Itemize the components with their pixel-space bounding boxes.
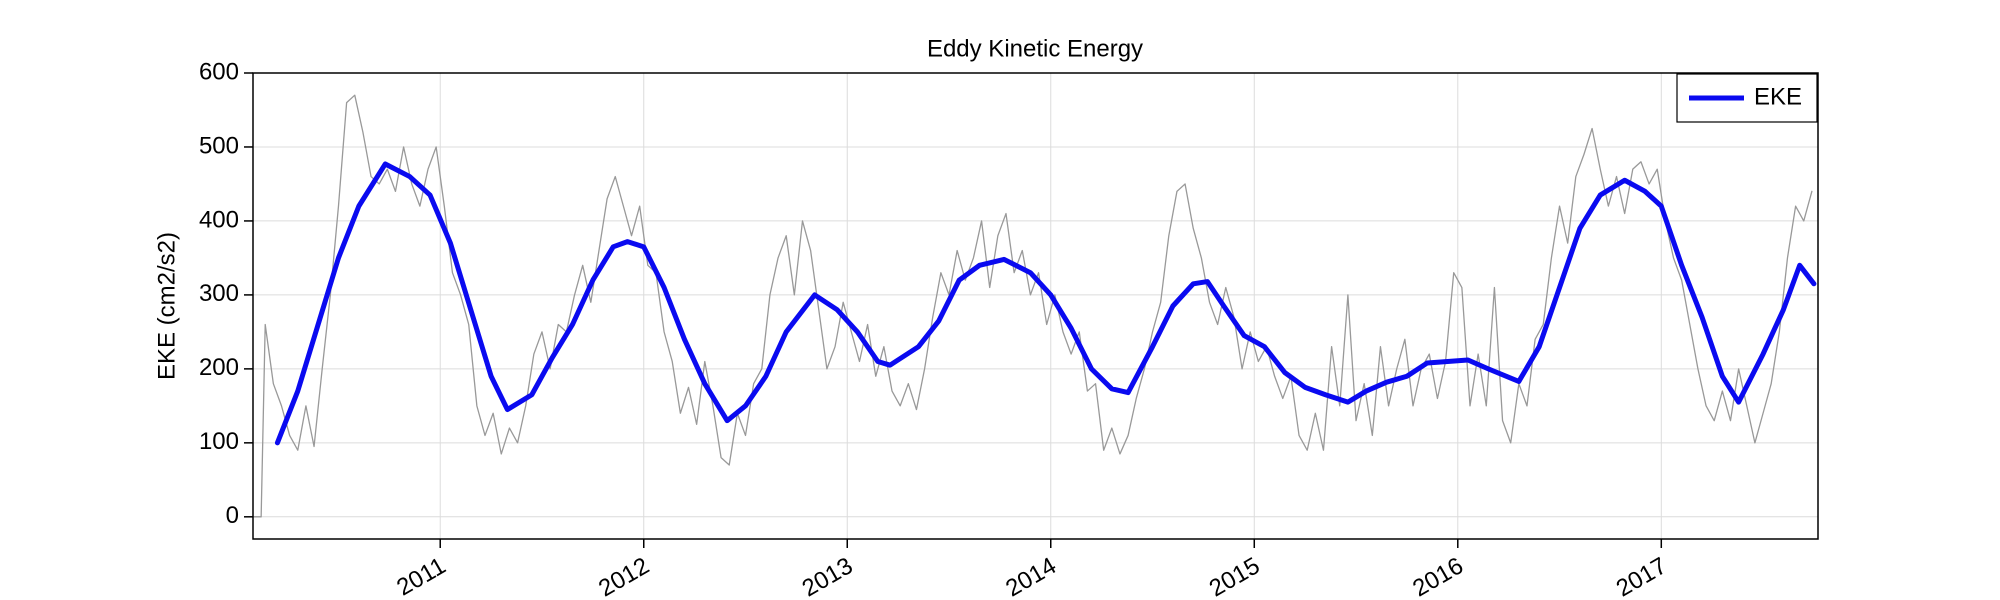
y-tick-label: 0 — [226, 502, 239, 529]
x-tick-label: 2014 — [1001, 552, 1061, 600]
x-tick-label: 2017 — [1612, 552, 1672, 600]
data-line — [253, 94, 1813, 518]
y-tick-label: 600 — [199, 58, 239, 85]
x-tick-label: 2011 — [392, 552, 450, 600]
y-tick-label: 100 — [199, 428, 239, 455]
x-tick-label: 2013 — [798, 552, 858, 600]
plot-frame — [252, 72, 1819, 540]
y-tick-label: 200 — [199, 354, 239, 381]
chart-title: Eddy Kinetic Energy — [927, 35, 1143, 62]
y-tick-label: 400 — [199, 206, 239, 233]
y-tick-label: 500 — [199, 132, 239, 159]
y-axis-label: EKE (cm2/s2) — [153, 232, 180, 380]
x-tick-label: 2012 — [594, 552, 654, 600]
data-line — [274, 161, 1817, 446]
x-tick-label: 2016 — [1408, 552, 1468, 600]
legend-label: EKE — [1754, 83, 1802, 110]
y-tick-label: 300 — [199, 280, 239, 307]
x-tick-label: 2015 — [1205, 552, 1265, 600]
